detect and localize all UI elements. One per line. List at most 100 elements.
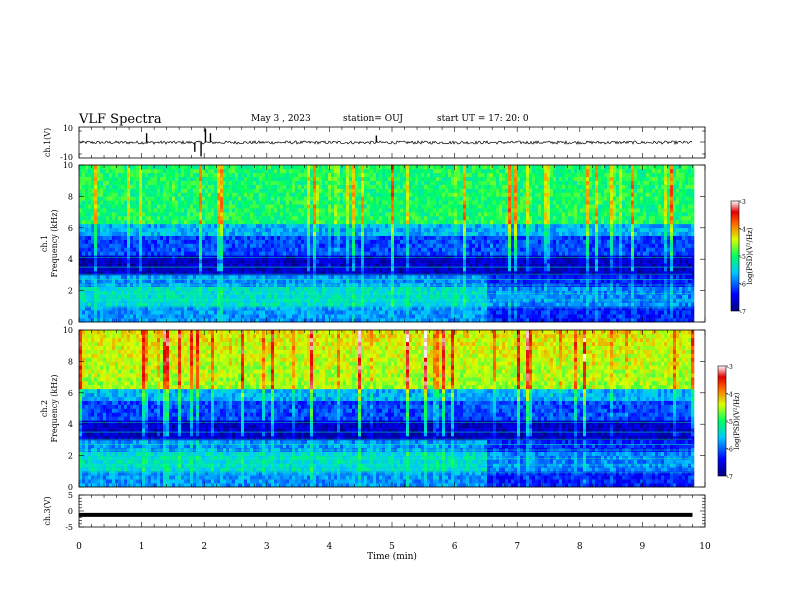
spectrogram-cell xyxy=(421,278,425,284)
spectrogram-cell xyxy=(346,208,350,213)
spectrogram-cell xyxy=(259,172,263,178)
spectrogram-cell xyxy=(151,216,155,221)
spectrogram-cell xyxy=(286,247,290,252)
spectrogram-cell xyxy=(82,278,86,284)
spectrogram-cell xyxy=(418,200,422,205)
spectrogram-cell xyxy=(208,176,212,181)
spectrogram-cell xyxy=(295,180,299,185)
spectrogram-cell xyxy=(352,235,356,240)
spectrogram-cell xyxy=(418,212,422,217)
spectrogram-cell xyxy=(100,274,104,280)
spectrogram-cell xyxy=(124,251,128,256)
spectrogram-cell xyxy=(265,290,269,295)
spectrogram-cell xyxy=(241,231,245,236)
spectrogram-cell xyxy=(106,310,110,315)
spectrogram-cell xyxy=(109,176,113,181)
spectrogram-cell xyxy=(199,231,203,236)
spectrogram-cell xyxy=(160,274,164,280)
spectrogram-cell xyxy=(241,318,245,323)
spectrogram-cell xyxy=(130,219,134,225)
spectrogram-cell xyxy=(136,235,140,240)
spectrogram-cell xyxy=(370,294,374,299)
spectrogram-cell xyxy=(361,200,365,205)
spectrogram-cell xyxy=(202,278,206,284)
spectrogram-cell xyxy=(274,239,278,244)
spectrogram-cell xyxy=(142,180,146,185)
spectrogram-cell xyxy=(97,196,101,201)
spectrogram-cell xyxy=(229,247,233,252)
spectrogram-cell xyxy=(112,298,116,303)
spectrogram-cell xyxy=(349,180,353,185)
spectrogram-cell xyxy=(391,172,395,178)
spectrogram-cell xyxy=(424,172,428,178)
spectrogram-cell xyxy=(325,165,329,170)
spectrogram-cell xyxy=(295,235,299,240)
spectrogram-cell xyxy=(364,168,368,174)
spectrogram-cell xyxy=(358,223,362,229)
spectrogram-cell xyxy=(310,192,314,197)
spectrogram-cell xyxy=(367,188,371,193)
spectrogram-cell xyxy=(112,310,116,315)
spectrogram-cell xyxy=(352,231,356,236)
spectrogram-cell xyxy=(325,176,329,181)
spectrogram-cell xyxy=(337,286,341,291)
spectrogram-cell xyxy=(370,219,374,225)
spectrogram-cell xyxy=(139,188,143,193)
spectrogram-cell xyxy=(274,294,278,299)
spectrogram-cell xyxy=(259,302,263,307)
spectrogram-cell xyxy=(274,200,278,205)
spectrogram-cell xyxy=(184,247,188,252)
spectrogram-cell xyxy=(325,180,329,185)
spectrogram-cell xyxy=(391,235,395,240)
spectrogram-cell xyxy=(298,263,302,268)
spectrogram-cell xyxy=(409,184,413,189)
spectrogram-cell xyxy=(109,243,113,248)
spectrogram-cell xyxy=(349,168,353,174)
spectrogram-cell xyxy=(397,278,401,284)
spectrogram-cell xyxy=(196,223,200,229)
spectrogram-cell xyxy=(412,286,416,291)
spectrogram-cell xyxy=(352,259,356,264)
spectrogram-cell xyxy=(385,192,389,197)
spectrogram-cell xyxy=(160,188,164,193)
spectrogram-cell xyxy=(133,263,137,268)
spectrogram-cell xyxy=(373,270,377,276)
spectrogram-cell xyxy=(319,294,323,299)
spectrogram-cell xyxy=(208,274,212,280)
spectrogram-cell xyxy=(151,180,155,185)
spectrogram-cell xyxy=(226,259,230,264)
spectrogram-cell xyxy=(211,184,215,189)
spectrogram-cell xyxy=(154,259,158,264)
spectrogram-cell xyxy=(193,208,197,213)
spectrogram-cell xyxy=(352,251,356,256)
spectrogram-cell xyxy=(151,212,155,217)
spectrogram-cell xyxy=(187,306,191,311)
spectrogram-cell xyxy=(346,286,350,291)
spectrogram-cell xyxy=(376,212,380,217)
spectrogram-cell xyxy=(175,270,179,276)
spectrogram-cell xyxy=(328,212,332,217)
spectrogram-cell xyxy=(319,192,323,197)
spectrogram-cell xyxy=(85,208,89,213)
spectrogram-cell xyxy=(319,310,323,315)
spectrogram-cell xyxy=(136,227,140,233)
spectrogram-cell xyxy=(178,278,182,284)
spectrogram-cell xyxy=(400,286,404,291)
spectrogram-cell xyxy=(109,204,113,209)
spectrogram-cell xyxy=(286,270,290,276)
spectrogram-cell xyxy=(208,219,212,225)
spectrogram-cell xyxy=(436,270,440,276)
spectrogram-cell xyxy=(400,263,404,268)
spectrogram-cell xyxy=(433,200,437,205)
spectrogram-cell xyxy=(334,208,338,213)
spectrogram-cell xyxy=(151,208,155,213)
spectrogram-cell xyxy=(355,286,359,291)
spectrogram-cell xyxy=(409,290,413,295)
spectrogram-cell xyxy=(337,204,341,209)
spectrogram-cell xyxy=(199,216,203,221)
spectrogram-cell xyxy=(118,184,122,189)
spectrogram-cell xyxy=(349,310,353,315)
spectrogram-cell xyxy=(190,212,194,217)
spectrogram-cell xyxy=(142,294,146,299)
spectrogram-cell xyxy=(175,259,179,264)
